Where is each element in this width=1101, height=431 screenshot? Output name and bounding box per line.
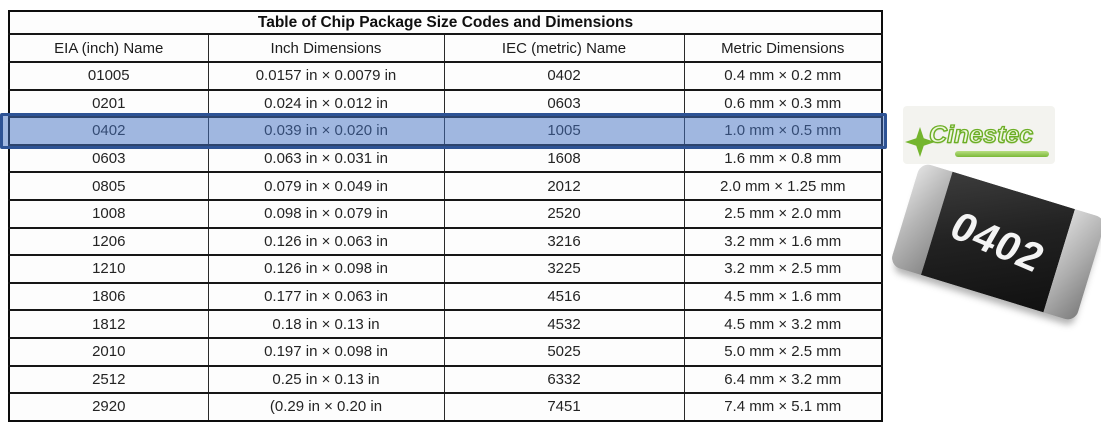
cell-iec-name: 1005 xyxy=(443,116,684,145)
cell-inch-dimensions: 0.18 in × 0.13 in xyxy=(207,309,444,338)
cell-iec-name: 5025 xyxy=(443,336,684,366)
cell-inch-dimensions: 0.039 in × 0.020 in xyxy=(207,116,444,145)
cell-iec-name: 4532 xyxy=(443,309,684,338)
column-header-iec-name: IEC (metric) Name xyxy=(443,33,684,62)
cell-iec-name: 2012 xyxy=(443,171,684,200)
cell-metric-dimensions: 2.5 mm × 2.0 mm xyxy=(683,198,882,228)
cell-iec-name: 1608 xyxy=(443,143,684,173)
table-row: 1206 0.126 in × 0.063 in 3216 3.2 mm × 1… xyxy=(9,226,882,256)
cell-eia-name: 0201 xyxy=(9,88,208,118)
cell-metric-dimensions: 1.6 mm × 0.8 mm xyxy=(683,143,882,173)
cell-inch-dimensions: 0.098 in × 0.079 in xyxy=(207,198,444,228)
cell-iec-name: 0402 xyxy=(443,61,684,90)
cell-eia-name: 1210 xyxy=(9,254,208,283)
table-row: 2920 (0.29 in × 0.20 in 7451 7.4 mm × 5.… xyxy=(9,392,882,421)
cell-metric-dimensions: 6.4 mm × 3.2 mm xyxy=(683,364,882,394)
cell-inch-dimensions: 0.177 in × 0.063 in xyxy=(207,281,444,311)
table-header-row: EIA (inch) Name Inch Dimensions IEC (met… xyxy=(9,33,882,62)
table-row: 1812 0.18 in × 0.13 in 4532 4.5 mm × 3.2… xyxy=(9,309,882,338)
cell-eia-name: 1812 xyxy=(9,309,208,338)
cell-eia-name: 1206 xyxy=(9,226,208,256)
leaf-star-icon xyxy=(905,127,935,157)
cell-eia-name: 1806 xyxy=(9,281,208,311)
cell-inch-dimensions: 0.079 in × 0.049 in xyxy=(207,171,444,200)
logo-tagline-bar xyxy=(955,150,1049,157)
cell-metric-dimensions: 5.0 mm × 2.5 mm xyxy=(683,336,882,366)
cell-metric-dimensions: 4.5 mm × 1.6 mm xyxy=(683,281,882,311)
cell-metric-dimensions: 7.4 mm × 5.1 mm xyxy=(683,392,882,421)
cell-eia-name: 0805 xyxy=(9,171,208,200)
cell-inch-dimensions: 0.126 in × 0.063 in xyxy=(207,226,444,256)
cell-inch-dimensions: 0.126 in × 0.098 in xyxy=(207,254,444,283)
cell-metric-dimensions: 2.0 mm × 1.25 mm xyxy=(683,171,882,200)
logo-text: Cinestec xyxy=(928,121,1034,149)
cell-iec-name: 7451 xyxy=(443,392,684,421)
cell-inch-dimensions: 0.0157 in × 0.0079 in xyxy=(207,61,444,90)
cell-inch-dimensions: 0.197 in × 0.098 in xyxy=(207,336,444,366)
cell-eia-name: 2010 xyxy=(9,336,208,366)
table-row: 2512 0.25 in × 0.13 in 6332 6.4 mm × 3.2… xyxy=(9,364,882,394)
cell-metric-dimensions: 3.2 mm × 1.6 mm xyxy=(683,226,882,256)
table-row: 1210 0.126 in × 0.098 in 3225 3.2 mm × 2… xyxy=(9,254,882,283)
cell-eia-name: 1008 xyxy=(9,198,208,228)
cinestec-logo: Cinestec xyxy=(903,106,1055,164)
cell-metric-dimensions: 0.4 mm × 0.2 mm xyxy=(683,61,882,90)
cell-eia-name: 0402 xyxy=(9,116,208,145)
column-header-inch-dimensions: Inch Dimensions xyxy=(207,33,444,62)
table-row: 0201 0.024 in × 0.012 in 0603 0.6 mm × 0… xyxy=(9,88,882,118)
table-row-highlighted-0402: 0402 0.039 in × 0.020 in 1005 1.0 mm × 0… xyxy=(9,116,882,145)
cell-inch-dimensions: 0.063 in × 0.031 in xyxy=(207,143,444,173)
cell-iec-name: 0603 xyxy=(443,88,684,118)
cell-iec-name: 2520 xyxy=(443,198,684,228)
cell-iec-name: 4516 xyxy=(443,281,684,311)
cell-metric-dimensions: 3.2 mm × 2.5 mm xyxy=(683,254,882,283)
table-row: 0805 0.079 in × 0.049 in 2012 2.0 mm × 1… xyxy=(9,171,882,200)
table-row: 1806 0.177 in × 0.063 in 4516 4.5 mm × 1… xyxy=(9,281,882,311)
table-row: 01005 0.0157 in × 0.0079 in 0402 0.4 mm … xyxy=(9,61,882,90)
table-row: 1008 0.098 in × 0.079 in 2520 2.5 mm × 2… xyxy=(9,198,882,228)
cell-iec-name: 6332 xyxy=(443,364,684,394)
table-title: Table of Chip Package Size Codes and Dim… xyxy=(257,13,634,31)
cell-eia-name: 01005 xyxy=(9,61,208,90)
cell-metric-dimensions: 1.0 mm × 0.5 mm xyxy=(683,116,882,145)
cell-inch-dimensions: 0.024 in × 0.012 in xyxy=(207,88,444,118)
cell-iec-name: 3216 xyxy=(443,226,684,256)
cell-metric-dimensions: 0.6 mm × 0.3 mm xyxy=(683,88,882,118)
logo-text-wrap: Cinestec xyxy=(928,121,1049,157)
cell-eia-name: 2512 xyxy=(9,364,208,394)
table-row: 2010 0.197 in × 0.098 in 5025 5.0 mm × 2… xyxy=(9,336,882,366)
cell-eia-name: 2920 xyxy=(9,392,208,421)
cell-metric-dimensions: 4.5 mm × 3.2 mm xyxy=(683,309,882,338)
chip-resistor-photo: 0402 xyxy=(889,161,1101,323)
cell-inch-dimensions: (0.29 in × 0.20 in xyxy=(207,392,444,421)
column-header-eia-name: EIA (inch) Name xyxy=(9,33,208,62)
chip-resistor-body: 0402 xyxy=(889,161,1101,323)
table-row: 0603 0.063 in × 0.031 in 1608 1.6 mm × 0… xyxy=(9,143,882,173)
cell-iec-name: 3225 xyxy=(443,254,684,283)
cell-eia-name: 0603 xyxy=(9,143,208,173)
chip-size-label: 0402 xyxy=(942,202,1054,281)
table-title-row: Table of Chip Package Size Codes and Dim… xyxy=(9,11,882,34)
cell-inch-dimensions: 0.25 in × 0.13 in xyxy=(207,364,444,394)
chip-package-size-table: Table of Chip Package Size Codes and Dim… xyxy=(8,10,883,422)
column-header-metric-dimensions: Metric Dimensions xyxy=(683,33,882,62)
